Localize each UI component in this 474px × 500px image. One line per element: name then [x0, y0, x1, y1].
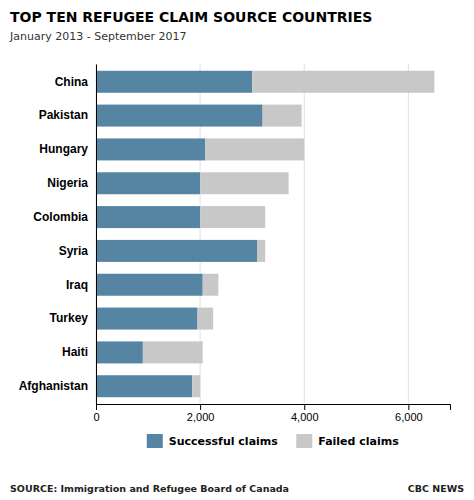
y-tick-label: Iraq: [66, 278, 88, 292]
legend: Successful claims Failed claims: [147, 434, 399, 448]
series: [96, 71, 263, 397]
x-tick: 6,000: [395, 404, 423, 423]
legend-item: Failed claims: [296, 434, 399, 448]
y-tick-label: Pakistan: [39, 108, 88, 122]
chart: TOP TEN REFUGEE CLAIM SOURCE COUNTRIES Ja…: [0, 0, 474, 500]
legend-label: Successful claims: [169, 435, 279, 448]
bar: [96, 105, 263, 127]
y-tick: Nigeria: [47, 176, 88, 190]
x-tick: 4,000: [291, 404, 319, 423]
y-tick: Turkey: [50, 311, 89, 325]
bar: [192, 375, 200, 397]
y-tick: Afghanistan: [19, 379, 88, 393]
title: TOP TEN REFUGEE CLAIM SOURCE COUNTRIES: [10, 9, 372, 25]
grid-line: [96, 64, 97, 404]
y-tick-label: China: [55, 75, 89, 89]
x-axis-line: [97, 405, 451, 411]
bar: [96, 138, 205, 160]
plot: 0 2,000 4,000 6,000 China Pakistan Hungary Nige…: [19, 64, 451, 423]
y-axis: China Pakistan Hungary Nigeria Colombia Syria…: [19, 65, 97, 405]
grid-line: [408, 64, 409, 404]
bar: [96, 341, 143, 363]
bar: [143, 341, 203, 363]
y-tick: China: [55, 75, 89, 89]
y-tick: Iraq: [66, 278, 88, 292]
bar: [257, 240, 265, 262]
bar: [96, 71, 252, 93]
annotation: CBC NEWS: [408, 483, 464, 494]
x-tick-mark: [304, 404, 305, 410]
y-tick: Hungary: [39, 142, 88, 156]
x-tick-label: 0: [93, 411, 99, 423]
x-tick-mark: [408, 404, 409, 410]
bar: [96, 172, 200, 194]
x-tick-label: 4,000: [291, 411, 319, 423]
x-tick: 0: [93, 404, 99, 423]
x-tick-mark: [96, 404, 97, 410]
subtitle: January 2013 - September 2017: [9, 30, 186, 43]
y-tick-label: Colombia: [33, 210, 88, 224]
bar: [96, 375, 192, 397]
bar: [96, 308, 198, 330]
y-tick-label: Nigeria: [47, 176, 88, 190]
legend-swatch: [296, 434, 312, 448]
bars: [96, 71, 434, 397]
bar: [200, 172, 289, 194]
bar: [252, 71, 434, 93]
y-axis-line: [96, 65, 97, 405]
x-axis: 0 2,000 4,000 6,000: [93, 404, 450, 423]
legend-label: Failed claims: [318, 435, 399, 448]
x-tick-label: 6,000: [395, 411, 423, 423]
legend-swatch: [147, 434, 163, 448]
y-tick: Colombia: [33, 210, 88, 224]
bar: [198, 308, 214, 330]
y-tick-label: Hungary: [39, 142, 88, 156]
x-tick-label: 2,000: [187, 411, 215, 423]
y-tick: Haiti: [62, 345, 88, 359]
bar: [205, 138, 304, 160]
y-tick-label: Turkey: [50, 311, 89, 325]
y-tick-label: Afghanistan: [19, 379, 88, 393]
bar: [96, 274, 203, 296]
bar: [203, 274, 219, 296]
y-tick-label: Haiti: [62, 345, 88, 359]
annotation: SOURCE: Immigration and Refugee Board of…: [10, 483, 289, 494]
grid: [96, 64, 408, 404]
bar: [263, 105, 302, 127]
x-tick: 2,000: [187, 404, 215, 423]
y-tick: Pakistan: [39, 108, 88, 122]
bar: [200, 206, 265, 228]
grid-line: [304, 64, 305, 404]
series: [143, 71, 435, 397]
y-tick-label: Syria: [59, 244, 89, 258]
y-tick: Syria: [59, 244, 89, 258]
legend-item: Successful claims: [147, 434, 279, 448]
x-tick-mark: [200, 404, 201, 410]
bar: [96, 240, 257, 262]
bar: [96, 206, 200, 228]
